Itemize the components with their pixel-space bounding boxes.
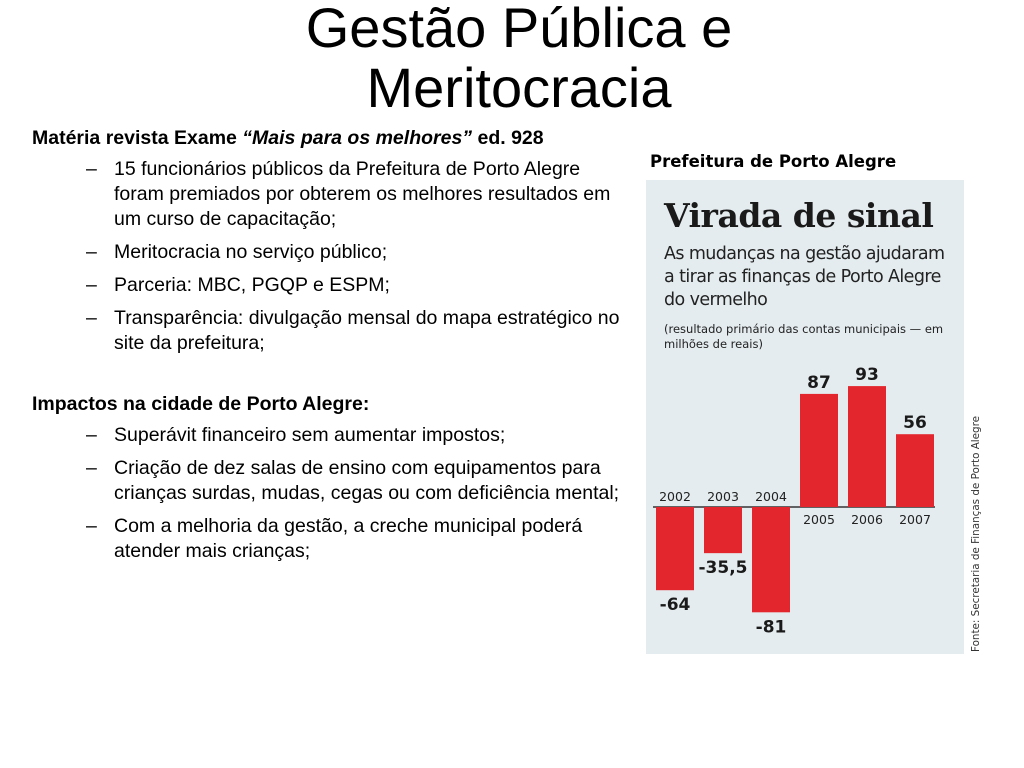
data-label: 93 [855,365,879,385]
chart-source-text: Fonte: Secretaria de Finanças de Porto A… [969,416,982,652]
x-tick-label: 2004 [755,489,787,504]
slide-title-line-2: Meritocracia [366,56,672,119]
slide-title-line-1: Gestão Pública e [305,0,733,59]
x-tick-label: 2007 [899,512,931,527]
chart-subtitle: As mudanças na gestão ajudaram a tirar a… [664,244,945,310]
list-item: – Com a melhoria da gestão, a creche muni… [32,514,632,564]
bar-2007 [896,434,934,507]
x-tick-label: 2002 [659,489,691,504]
dash-bullet: – [86,424,97,446]
dash-bullet: – [86,158,97,180]
list-item-text: Transparência: divulgação mensal do mapa… [114,307,620,354]
list-item-text: Criação de dez salas de ensino com equip… [114,457,620,504]
chart-source: Fonte: Secretaria de Finanças de Porto A… [969,416,982,652]
section-heading-impacts: Impactos na cidade de Porto Alegre: [32,393,370,415]
list-item: – Superávit financeiro sem aumentar impos… [32,423,632,448]
section-impacts-list: – Superávit financeiro sem aumentar impos… [32,423,632,564]
chart-caption: Prefeitura de Porto Alegre [650,152,897,171]
bar-2004 [752,507,790,613]
dash-bullet: – [86,241,97,263]
list-item-text: 15 funcionários públicos da Prefeitura d… [114,158,611,230]
slide-body: Matéria revista Exame “Mais para os melh… [32,126,632,572]
section-heading-exame-article: “Mais para os melhores” [242,127,473,149]
section-heading-exame-edition: ed. 928 [472,127,544,149]
data-label: 56 [903,413,927,433]
bar-2002 [656,507,694,591]
x-tick-label: 2006 [851,512,883,527]
bar-2003 [704,507,742,554]
list-item: – Criação de dez salas de ensino com equi… [32,456,632,506]
dash-bullet: – [86,457,97,479]
list-item: – Parceria: MBC, PGQP e ESPM; [32,273,632,298]
list-item-text: Meritocracia no serviço público; [114,241,388,263]
section-heading-exame: Matéria revista Exame “Mais para os melh… [32,126,632,151]
chart-note: (resultado primário das contas municipai… [664,322,944,351]
bar-2005 [800,393,838,507]
list-item: – Meritocracia no serviço público; [32,240,632,265]
section-heading-exame-label: Matéria revista Exame [32,127,243,149]
section-spacer [32,364,632,392]
list-item-text: Parceria: MBC, PGQP e ESPM; [114,274,390,296]
chart-title: Virada de sinal [664,196,934,235]
bar-2006 [848,386,886,507]
list-item-text: Com a melhoria da gestão, a creche munic… [114,515,583,562]
x-tick-label: 2005 [803,512,835,527]
dash-bullet: – [86,515,97,537]
section-exame-list: –15 funcionários públicos da Prefeitura … [32,157,632,356]
data-label: 87 [807,373,831,393]
x-tick-label: 2003 [707,489,739,504]
bar-chart: 2002 -64 2003 -35,5 2004 -81 2005 87 2006 93 2007 5… [653,365,935,637]
dash-bullet: – [86,274,97,296]
data-label: -64 [660,595,691,615]
slide-title: Gestão Pública e Meritocracia [0,0,1024,118]
data-label: -35,5 [699,558,748,578]
data-label: -81 [756,617,787,637]
dash-bullet: – [86,307,97,329]
list-item-text: Superávit financeiro sem aumentar impost… [114,424,506,446]
list-item: –15 funcionários públicos da Prefeitura … [32,157,632,232]
list-item: – Transparência: divulgação mensal do map… [32,306,632,356]
